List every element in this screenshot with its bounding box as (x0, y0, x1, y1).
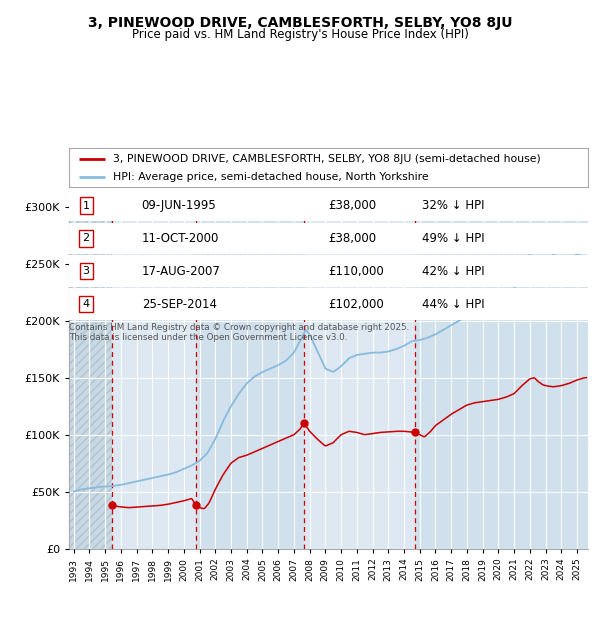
Text: 3: 3 (83, 266, 89, 277)
Text: 2: 2 (83, 233, 89, 244)
Bar (415, 195, 588, 549)
Text: 4: 4 (83, 299, 89, 309)
Text: 3, PINEWOOD DRIVE, CAMBLESFORTH, SELBY, YO8 8JU: 3, PINEWOOD DRIVE, CAMBLESFORTH, SELBY, … (88, 16, 512, 30)
Text: 1: 1 (109, 205, 115, 215)
Bar (196, 195, 304, 549)
Bar (112, 195, 196, 549)
Text: 4: 4 (412, 205, 419, 215)
Text: 49% ↓ HPI: 49% ↓ HPI (422, 232, 485, 245)
Bar (304, 195, 415, 549)
Text: £110,000: £110,000 (329, 265, 384, 278)
Text: £38,000: £38,000 (329, 232, 377, 245)
Text: £38,000: £38,000 (329, 199, 377, 212)
Text: 2: 2 (193, 205, 199, 215)
Text: 32% ↓ HPI: 32% ↓ HPI (422, 199, 484, 212)
Text: 09-JUN-1995: 09-JUN-1995 (142, 199, 217, 212)
Text: 25-SEP-2014: 25-SEP-2014 (142, 298, 217, 311)
Text: 42% ↓ HPI: 42% ↓ HPI (422, 265, 485, 278)
Text: 1: 1 (83, 200, 89, 211)
Text: Price paid vs. HM Land Registry's House Price Index (HPI): Price paid vs. HM Land Registry's House … (131, 28, 469, 41)
Text: 3, PINEWOOD DRIVE, CAMBLESFORTH, SELBY, YO8 8JU (semi-detached house): 3, PINEWOOD DRIVE, CAMBLESFORTH, SELBY, … (113, 154, 541, 164)
Text: HPI: Average price, semi-detached house, North Yorkshire: HPI: Average price, semi-detached house,… (113, 172, 429, 182)
Text: Contains HM Land Registry data © Crown copyright and database right 2025.
This d: Contains HM Land Registry data © Crown c… (69, 323, 409, 342)
Bar (69, 195, 112, 549)
Text: £102,000: £102,000 (329, 298, 384, 311)
Text: 3: 3 (301, 205, 307, 215)
Text: 44% ↓ HPI: 44% ↓ HPI (422, 298, 485, 311)
Text: 11-OCT-2000: 11-OCT-2000 (142, 232, 219, 245)
Text: 17-AUG-2007: 17-AUG-2007 (142, 265, 221, 278)
